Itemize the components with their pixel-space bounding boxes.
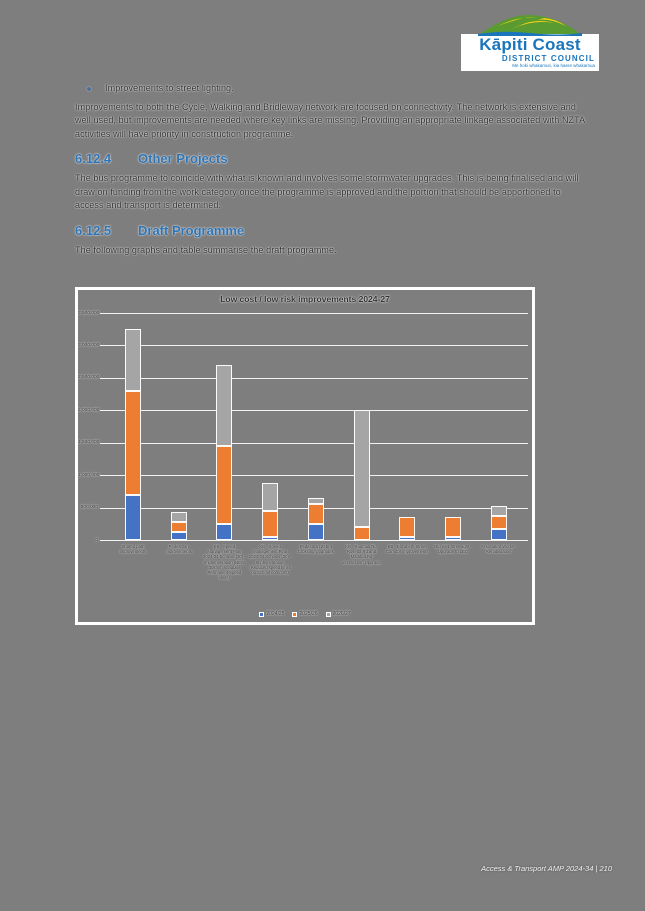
y-axis-tick-label: 1,500,000 [78, 440, 100, 446]
bar-segment-2026-27 [170, 512, 187, 523]
gridline [100, 442, 528, 444]
bar-segment-2025-26 [307, 504, 324, 524]
legend-label: 2026/27 [332, 611, 351, 617]
x-axis-category-label: KB - Speed Management Plan 2024-34 Schoo… [248, 544, 292, 576]
bar-segment-2024-25 [125, 494, 141, 540]
bar-segment-2026-27 [307, 497, 324, 505]
bullet-item: Improvements to street lighting. [87, 82, 587, 96]
draft-paragraph: The following graphs and table summarise… [75, 244, 337, 255]
page-content: Improvements to street lighting. Improve… [75, 82, 587, 265]
x-axis-category-label: Pedestrian improvements [165, 544, 192, 555]
bar-segment-2026-27 [262, 483, 279, 511]
section-number: 6.12.5 [75, 222, 112, 238]
council-logo: Kāpiti Coast DISTRICT COUNCIL Me hoki wh… [461, 12, 599, 71]
x-axis-category-label: KB - Elizabeth Street Corridor improveme… [385, 544, 429, 555]
section-title: Draft Programme [138, 222, 245, 238]
page-footer: Access & Transport AMP 2024-34 | 210 [481, 864, 612, 873]
logo-subtitle: DISTRICT COUNCIL [501, 54, 595, 63]
legend-swatch-icon [292, 611, 298, 617]
bar-segment-2026-27 [125, 329, 141, 391]
logo-title: Kāpiti Coast [479, 35, 581, 54]
gridline [100, 345, 528, 347]
bar-segment-2024-25 [262, 536, 279, 540]
bar-segment-2024-25 [307, 523, 324, 540]
legend-swatch-icon [259, 611, 265, 617]
legend-item: 2024/25 [259, 611, 284, 617]
legend-label: 2024/25 [266, 611, 285, 617]
intro-paragraph: Improvements to both the Cycle, Walking … [75, 101, 585, 139]
y-axis-tick-label: 2,500,000 [78, 375, 100, 381]
bar-segment-2025-26 [216, 445, 233, 524]
bar-segment-2024-25 [170, 531, 187, 540]
bar-segment-2025-26 [399, 517, 416, 537]
y-axis-tick-label: 3,000,000 [78, 342, 100, 348]
legend-swatch-icon [325, 611, 331, 617]
bar-segment-2026-27 [353, 410, 370, 528]
bar-segment-2025-26 [170, 522, 187, 532]
y-axis-tick-label: 2,000,000 [78, 407, 100, 413]
x-axis-category-label: KB - Speed Management Plan 2024-34 Schoo… [203, 544, 246, 581]
logo-tagline: Me hoki whakamuri, kia haere whakamua [512, 63, 595, 68]
bar-segment-2024-25 [490, 528, 507, 540]
chart-legend: 2024/25 2025/26 2026/27 [78, 611, 532, 617]
bar-segment-2025-26 [444, 517, 461, 537]
section-heading-draft-programme: 6.12.5 Draft Programme [75, 223, 587, 238]
other-projects-paragraph: The bus programme to coincide with what … [75, 173, 579, 210]
bar-segment-2024-25 [444, 536, 461, 540]
x-axis-category-label: Pedestrian Zebra Crossing Upgrades [297, 544, 334, 555]
y-axis-tick-label: 1,000,000 [78, 472, 100, 478]
gridline [100, 540, 528, 541]
x-axis-category-label: Old SH1 streetlight - Upgrade to LED [434, 544, 472, 555]
legend-item: 2026/27 [325, 611, 351, 617]
x-axis-category-label: KB - Raumati Rd, Rosetta Rd and Matatua … [342, 544, 381, 565]
x-axis-category-label: Associated Works - Rehabilitation [480, 544, 517, 555]
bullet-icon [87, 87, 91, 91]
y-axis-tick-label: 3,500,000 [78, 310, 100, 316]
section-heading-other-projects: 6.12.4 Other Projects [75, 151, 587, 166]
y-axis-tick-label: 500,000 [80, 505, 98, 511]
bullet-text: Improvements to street lighting. [105, 83, 234, 93]
legend-label: 2025/26 [299, 611, 318, 617]
bar-segment-2025-26 [353, 527, 370, 540]
kapiti-island-hill-icon [478, 14, 582, 36]
chart-title: Low cost / low risk improvements 2024-27 [220, 294, 390, 304]
bar-segment-2025-26 [490, 515, 507, 529]
gridline [100, 410, 528, 412]
gridline [100, 313, 528, 314]
section-number: 6.12.4 [75, 151, 112, 166]
bar-segment-2024-25 [399, 536, 416, 540]
bar-segment-2024-25 [216, 523, 233, 540]
low-cost-low-risk-chart: Low cost / low risk improvements 2024-27… [75, 287, 535, 625]
legend-item: 2025/26 [292, 611, 318, 617]
bar-segment-2026-27 [216, 364, 233, 446]
bar-segment-2025-26 [262, 510, 279, 537]
y-axis-tick-label: 0 [95, 537, 98, 543]
bar-segment-2026-27 [490, 505, 507, 516]
section-title: Other Projects [138, 151, 228, 166]
bar-segment-2025-26 [125, 390, 141, 495]
logo-text-card: Kāpiti Coast DISTRICT COUNCIL Me hoki wh… [461, 34, 599, 71]
gridline [100, 475, 528, 477]
gridline [100, 377, 528, 379]
x-axis-category-label: Shared path improvements [119, 544, 147, 555]
